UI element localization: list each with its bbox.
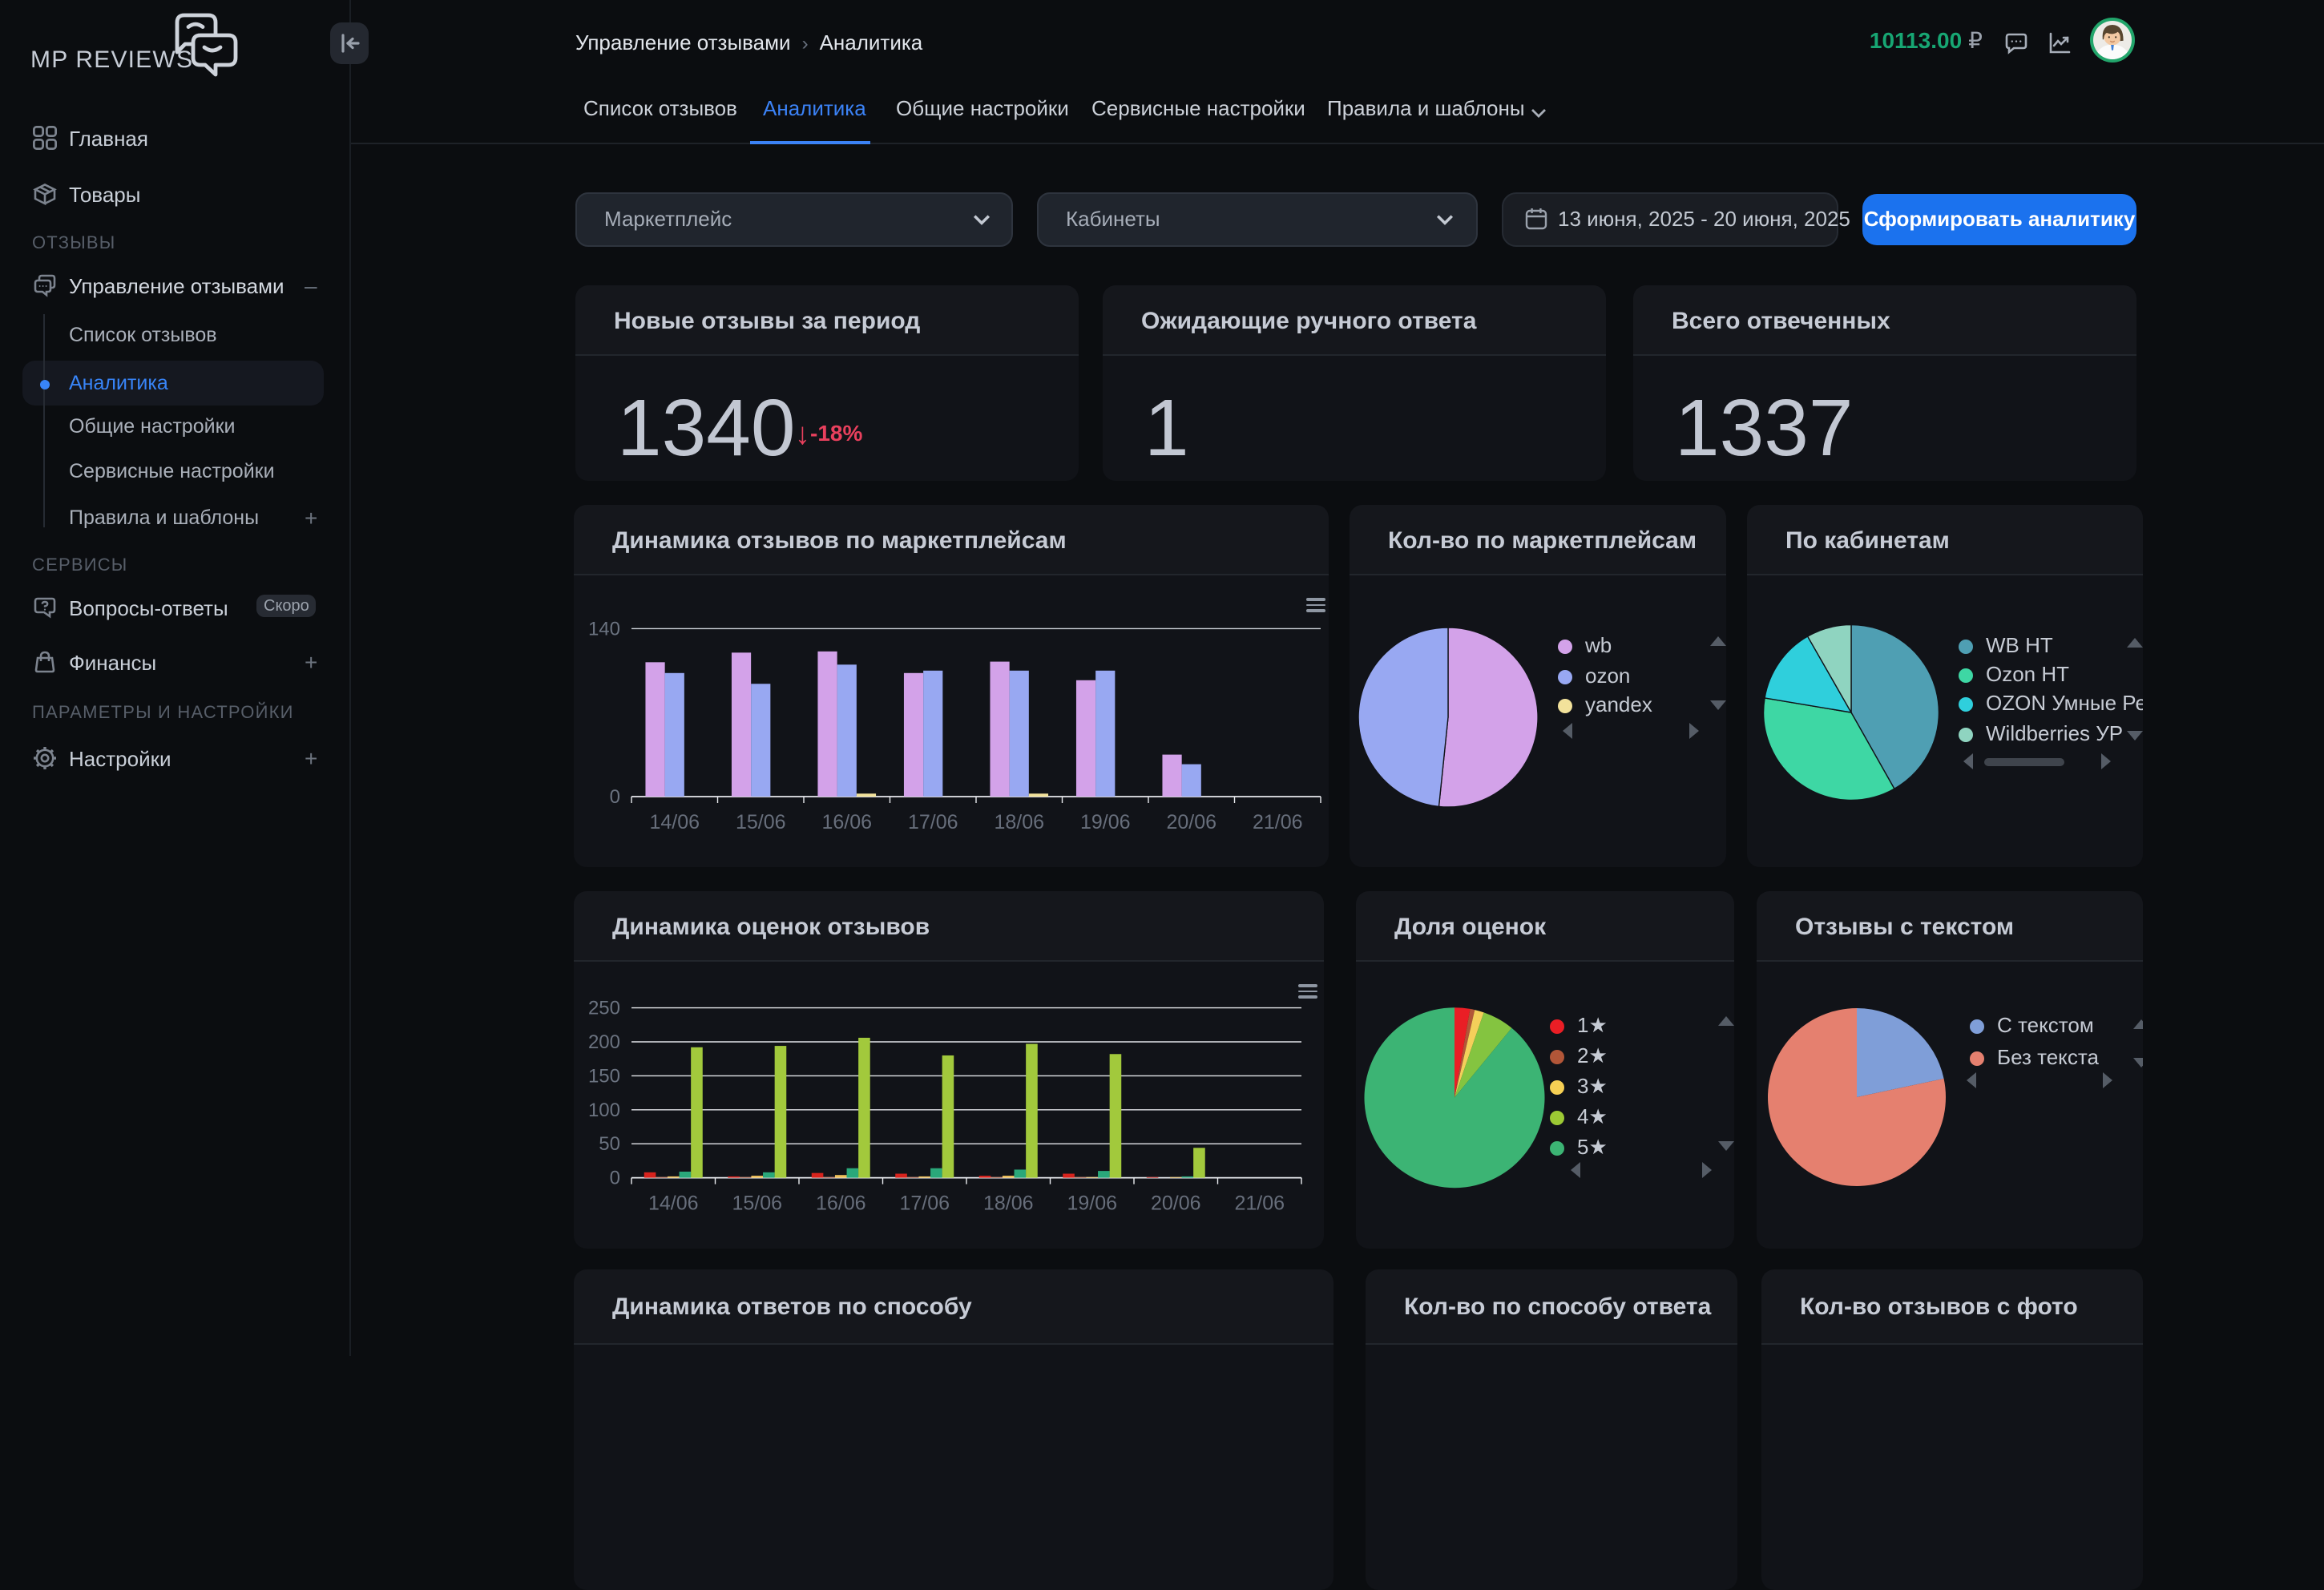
svg-text:19/06: 19/06 [1067, 1192, 1117, 1215]
svg-text:0: 0 [610, 1168, 620, 1189]
svg-text:21/06: 21/06 [1253, 811, 1303, 833]
svg-text:140: 140 [588, 618, 620, 640]
svg-text:14/06: 14/06 [649, 811, 700, 833]
svg-text:20/06: 20/06 [1151, 1192, 1201, 1215]
svg-text:200: 200 [588, 1031, 620, 1053]
svg-text:15/06: 15/06 [732, 1192, 782, 1215]
svg-text:21/06: 21/06 [1234, 1192, 1285, 1215]
svg-text:17/06: 17/06 [899, 1192, 950, 1215]
svg-text:250: 250 [588, 998, 620, 1019]
svg-text:18/06: 18/06 [994, 811, 1044, 833]
svg-text:150: 150 [588, 1065, 620, 1087]
svg-text:17/06: 17/06 [908, 811, 958, 833]
svg-text:20/06: 20/06 [1166, 811, 1216, 833]
svg-text:14/06: 14/06 [648, 1192, 699, 1215]
svg-text:100: 100 [588, 1100, 620, 1121]
svg-text:50: 50 [599, 1133, 620, 1155]
svg-text:15/06: 15/06 [736, 811, 786, 833]
svg-text:16/06: 16/06 [821, 811, 872, 833]
svg-text:19/06: 19/06 [1080, 811, 1131, 833]
svg-text:18/06: 18/06 [983, 1192, 1034, 1215]
svg-text:16/06: 16/06 [816, 1192, 866, 1215]
svg-text:0: 0 [610, 786, 620, 808]
